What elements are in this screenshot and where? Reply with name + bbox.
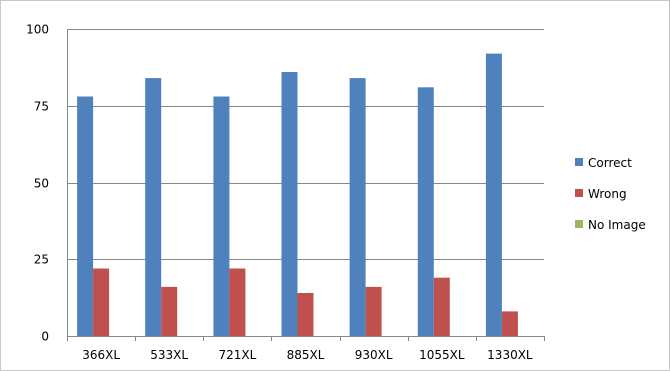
legend-swatch-no-image [575,220,583,228]
bar-wrong-930XL [365,286,382,336]
bars [77,53,518,336]
legend-swatch-wrong [575,189,583,197]
y-tick-label-25: 25 [34,253,49,267]
axes [67,29,545,341]
bar-wrong-366XL [93,268,110,336]
y-tick-label-50: 50 [34,177,49,191]
bar-wrong-1055XL [433,277,450,336]
bar-correct-533XL [145,78,162,336]
y-tick-labels: 0 25 50 75 100 [26,23,49,344]
gridlines [67,29,544,260]
bar-correct-885XL [281,72,298,336]
bar-correct-721XL [213,96,230,336]
bar-wrong-885XL [297,293,314,336]
y-tick-label-75: 75 [34,100,49,114]
x-tick-label-1330XL: 1330XL [487,348,533,362]
x-tick-label-930XL: 930XL [355,348,393,362]
bar-correct-1330XL [485,53,502,336]
legend-label-no-image: No Image [588,218,646,232]
x-tick-label-721XL: 721XL [218,348,256,362]
legend: Correct Wrong No Image [575,156,646,232]
bar-correct-930XL [349,78,366,336]
legend-label-correct: Correct [588,156,632,170]
x-tick-labels: 366XL 533XL 721XL 885XL 930XL 1055XL 1330XL [82,348,533,362]
bar-correct-366XL [77,96,94,336]
y-tick-label-100: 100 [26,23,49,37]
bar-wrong-533XL [161,286,178,336]
x-tick-label-366XL: 366XL [82,348,120,362]
bar-wrong-1330XL [501,311,518,336]
x-tick-label-885XL: 885XL [287,348,325,362]
bar-correct-1055XL [417,87,434,336]
x-tick-label-533XL: 533XL [150,348,188,362]
bar-wrong-721XL [229,268,246,336]
legend-swatch-correct [575,158,583,166]
legend-label-wrong: Wrong [588,187,627,201]
y-tick-label-0: 0 [41,330,49,344]
x-tick-label-1055XL: 1055XL [419,348,465,362]
